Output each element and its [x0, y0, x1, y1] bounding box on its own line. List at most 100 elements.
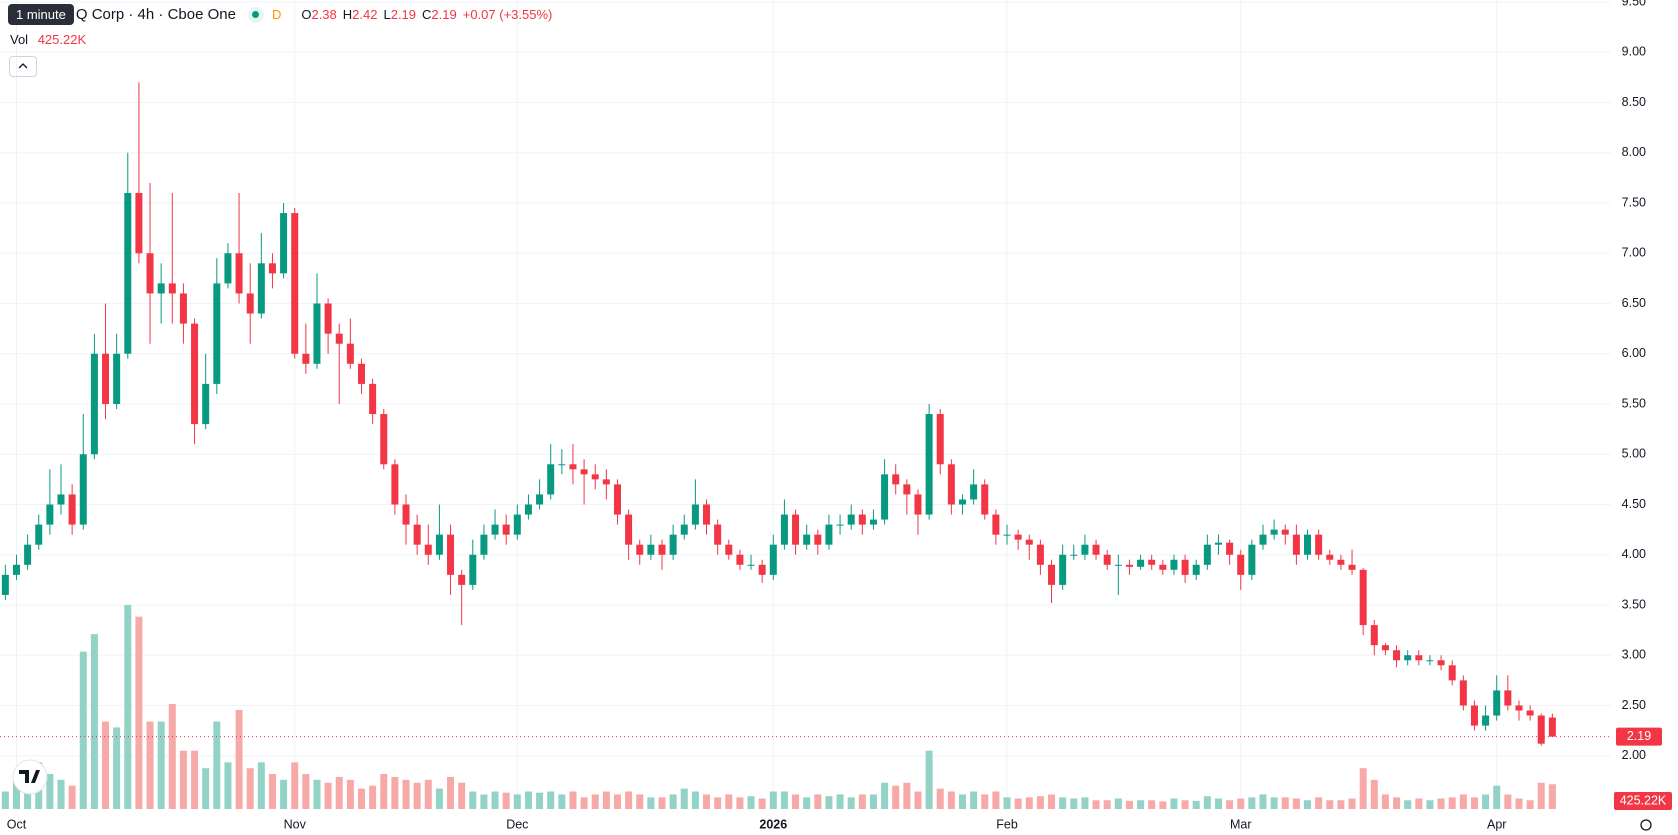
- x-tick-label: Dec: [506, 817, 528, 831]
- candle-body: [57, 494, 65, 505]
- y-tick-label: 7.00: [1622, 246, 1646, 260]
- candle-body: [458, 574, 466, 585]
- volume-bar: [1237, 798, 1245, 809]
- volume-bar: [235, 709, 243, 809]
- candle-body: [391, 464, 399, 505]
- candle-body: [914, 494, 922, 515]
- volume-bar: [992, 791, 1000, 809]
- volume-bar: [881, 782, 889, 809]
- volume-bar: [313, 779, 321, 809]
- candle-body: [213, 283, 221, 384]
- volume-bar: [869, 794, 877, 809]
- volume-bar: [213, 721, 221, 809]
- volume-bar: [658, 797, 666, 809]
- volume-legend: Vol 425.22K: [10, 32, 86, 47]
- volume-bar: [191, 750, 199, 809]
- volume-bar: [458, 782, 466, 809]
- candle-body: [792, 514, 800, 545]
- volume-bar: [135, 616, 143, 809]
- candle-body: [903, 484, 911, 495]
- volume-bar: [736, 797, 744, 809]
- candle-body: [1003, 534, 1011, 536]
- volume-bar: [747, 796, 755, 809]
- candle-body: [246, 293, 254, 314]
- volume-bar: [90, 634, 98, 809]
- y-tick-label: 2.50: [1622, 698, 1646, 712]
- y-tick-label: 8.50: [1622, 95, 1646, 109]
- volume-bar: [1482, 794, 1490, 809]
- candle-body: [1426, 660, 1434, 662]
- candle-body: [636, 544, 644, 555]
- candle-body: [1359, 569, 1367, 626]
- volume-bar: [1426, 800, 1434, 809]
- candle-body: [1459, 680, 1467, 706]
- open-value: 2.38: [311, 7, 337, 22]
- candle-body: [469, 554, 477, 585]
- volume-bar: [1537, 782, 1545, 809]
- volume-bar: [1226, 800, 1234, 809]
- candle-body: [68, 494, 76, 525]
- volume-bar: [1214, 798, 1222, 809]
- candle-body: [168, 283, 176, 294]
- candle-body: [1014, 534, 1022, 540]
- candle-body: [725, 544, 733, 555]
- volume-bar: [602, 791, 610, 809]
- volume-bar: [1114, 798, 1122, 809]
- candle-body: [146, 253, 154, 294]
- volume-bar: [246, 768, 254, 809]
- candle-body: [1, 574, 9, 595]
- volume-bar: [280, 779, 288, 809]
- candle-body: [12, 564, 20, 575]
- candle-body: [324, 303, 332, 334]
- volume-bar: [1304, 800, 1312, 809]
- volume-bar: [1170, 798, 1178, 809]
- volume-bar: [424, 779, 432, 809]
- volume-bar: [547, 791, 555, 809]
- candle-body: [925, 414, 933, 515]
- candle-body: [1137, 559, 1145, 567]
- y-tick-label: 4.50: [1622, 497, 1646, 511]
- close-value: 2.19: [431, 7, 457, 22]
- candle-body: [1326, 554, 1334, 560]
- volume-bar: [1070, 798, 1078, 809]
- volume-bar: [413, 782, 421, 809]
- volume-bar: [691, 791, 699, 809]
- candle-body: [1025, 539, 1033, 545]
- volume-bar: [1248, 797, 1256, 809]
- high-value: 2.42: [352, 7, 378, 22]
- close-label: C: [422, 7, 432, 22]
- volume-bar: [1504, 794, 1512, 809]
- volume-bar: [146, 721, 154, 809]
- symbol-title[interactable]: Q Corp · 4h · Cboe One: [75, 6, 236, 23]
- change-value: +0.07 (+3.55%): [462, 7, 553, 22]
- high-label: H: [342, 7, 353, 22]
- candle-body: [1281, 529, 1289, 535]
- candle-body: [268, 263, 276, 274]
- x-tick-label: Feb: [996, 817, 1018, 831]
- volume-bar: [803, 797, 811, 809]
- volume-bar: [491, 791, 499, 809]
- volume-bar: [480, 794, 488, 809]
- volume-bar: [536, 792, 544, 809]
- candle-body: [191, 323, 199, 425]
- volume-pane: [1, 605, 1556, 809]
- candle-body: [1237, 554, 1245, 575]
- volume-bar: [703, 794, 711, 809]
- volume-bar: [1103, 800, 1111, 809]
- candle-body: [280, 213, 288, 274]
- volume-bar: [12, 779, 20, 809]
- volume-bar: [124, 605, 132, 809]
- candle-body: [202, 383, 210, 425]
- candle-body: [1470, 705, 1478, 726]
- candle-body: [1493, 690, 1501, 716]
- candle-body: [602, 479, 610, 485]
- x-tick-label: Nov: [284, 817, 307, 831]
- candle-body: [758, 564, 766, 575]
- volume-bar: [268, 774, 276, 809]
- collapse-button[interactable]: [9, 56, 37, 77]
- x-tick-label: Mar: [1230, 817, 1252, 831]
- volume-bar: [1526, 800, 1534, 809]
- volume-bar: [758, 798, 766, 809]
- volume-bar: [814, 794, 822, 809]
- volume-bar: [1036, 796, 1044, 809]
